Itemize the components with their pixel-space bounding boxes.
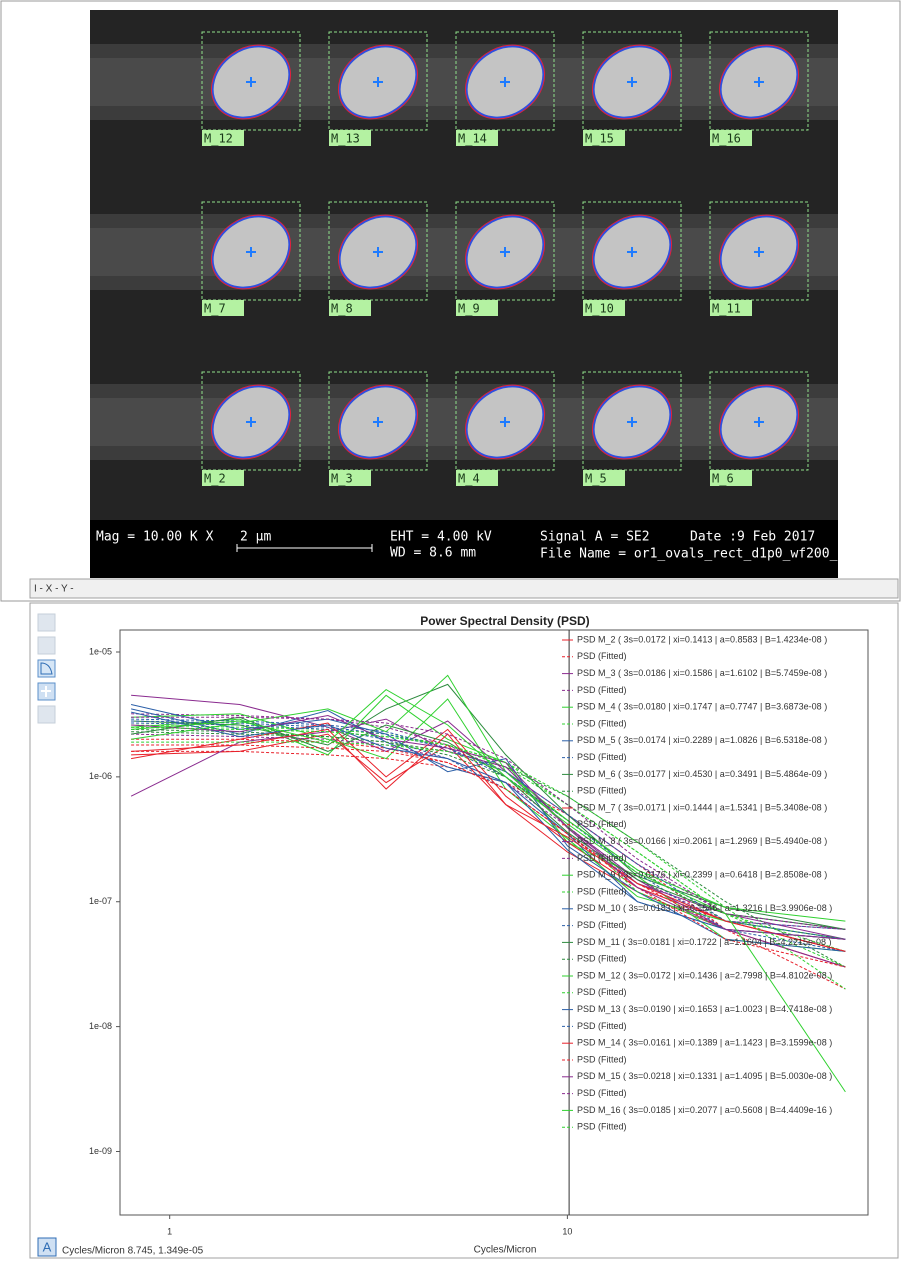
legend-entry: PSD (Fitted) xyxy=(577,1021,627,1031)
roi-label: M_4 xyxy=(458,472,480,486)
x-axis-label: Cycles/Micron xyxy=(474,1245,537,1256)
tool-button[interactable] xyxy=(38,614,55,631)
roi-label: M_8 xyxy=(331,302,353,316)
roi-label: M_10 xyxy=(585,302,614,316)
legend-entry: PSD (Fitted) xyxy=(577,853,627,863)
info-text: 2 µm xyxy=(240,530,271,545)
roi-label: M_11 xyxy=(712,302,741,316)
roi-label: M_16 xyxy=(712,132,741,146)
legend-entry: PSD M_5 ( 3s=0.0174 | xi=0.2289 | a=1.08… xyxy=(577,735,827,745)
info-text: Mag = 10.00 K X xyxy=(96,530,214,545)
y-tick-label: 1e-09 xyxy=(89,1146,112,1156)
roi-label: M_7 xyxy=(204,302,226,316)
info-text: WD = 8.6 mm xyxy=(390,546,476,561)
roi-label: M_13 xyxy=(331,132,360,146)
roi-label: M_9 xyxy=(458,302,480,316)
roi-label: M_6 xyxy=(712,472,734,486)
legend-entry: PSD (Fitted) xyxy=(577,752,627,762)
legend-entry: PSD (Fitted) xyxy=(577,685,627,695)
roi-label: M_15 xyxy=(585,132,614,146)
legend-entry: PSD M_3 ( 3s=0.0186 | xi=0.1586 | a=1.61… xyxy=(577,668,827,678)
psd-chart: Power Spectral Density (PSD) 1e-09 1e-08 1e… xyxy=(89,614,868,1255)
info-text: Date :9 Feb 2017 xyxy=(690,530,815,545)
legend-entry: PSD (Fitted) xyxy=(577,954,627,964)
roi-label: M_3 xyxy=(331,472,353,486)
roi-label: M_12 xyxy=(204,132,233,146)
legend-entry: PSD M_15 ( 3s=0.0218 | xi=0.1331 | a=1.4… xyxy=(577,1071,832,1081)
legend-entry: PSD M_2 ( 3s=0.0172 | xi=0.1413 | a=0.85… xyxy=(577,634,827,644)
info-text: EHT = 4.00 kV xyxy=(390,530,492,545)
cursor-readout: Cycles/Micron 8.745, 1.349e-05 xyxy=(62,1246,204,1257)
legend-entry: PSD M_16 ( 3s=0.0185 | xi=0.2077 | a=0.5… xyxy=(577,1105,832,1115)
legend-entry: PSD M_9 ( 3s=0.0176 | xi=0.2399 | a=0.64… xyxy=(577,870,827,880)
tool-button[interactable] xyxy=(38,706,55,723)
legend-entry: PSD M_11 ( 3s=0.0181 | xi=0.1722 | a=1.1… xyxy=(577,937,832,947)
y-tick-label: 1e-08 xyxy=(89,1021,112,1031)
legend-entry: PSD M_6 ( 3s=0.0177 | xi=0.4530 | a=0.34… xyxy=(577,769,827,779)
legend-entry: PSD M_8 ( 3s=0.0166 | xi=0.2061 | a=1.29… xyxy=(577,836,827,846)
legend-entry: PSD M_10 ( 3s=0.0183 | xi=0.1546 | a=1.3… xyxy=(577,903,832,913)
legend-entry: PSD (Fitted) xyxy=(577,920,627,930)
sem-image: M_12 M_13 M_14 M_15 M_16 M_7 M_8 M_9 M_10 M_11 M_2… xyxy=(90,10,838,578)
legend-entry: PSD M_7 ( 3s=0.0171 | xi=0.1444 | a=1.53… xyxy=(577,802,827,812)
legend-entry: PSD M_12 ( 3s=0.0172 | xi=0.1436 | a=2.7… xyxy=(577,970,832,980)
chart-title: Power Spectral Density (PSD) xyxy=(420,614,589,628)
roi-label: M_5 xyxy=(585,472,607,486)
tool-button[interactable] xyxy=(38,637,55,654)
roi-label: M_2 xyxy=(204,472,226,486)
legend-entry: PSD M_4 ( 3s=0.0180 | xi=0.1747 | a=0.77… xyxy=(577,702,827,712)
status-text: I - X - Y - xyxy=(34,584,74,595)
legend-entry: PSD (Fitted) xyxy=(577,1054,627,1064)
info-text: Signal A = SE2 xyxy=(540,530,650,545)
status-bar xyxy=(30,579,898,598)
info-text: File Name = or1_ovals_rect_d1p0_wf200_ xyxy=(540,547,838,562)
y-tick-label: 1e-05 xyxy=(89,646,112,656)
legend-entry: PSD (Fitted) xyxy=(577,886,627,896)
x-tick-label: 10 xyxy=(562,1226,572,1236)
legend-entry: PSD (Fitted) xyxy=(577,786,627,796)
legend-entry: PSD (Fitted) xyxy=(577,651,627,661)
legend-entry: PSD (Fitted) xyxy=(577,987,627,997)
screen: M_12 M_13 M_14 M_15 M_16 M_7 M_8 M_9 M_10 M_11 M_2… xyxy=(0,0,902,1260)
x-tick-label: 1 xyxy=(167,1226,172,1236)
y-tick-label: 1e-06 xyxy=(89,771,112,781)
cursor-tool-icon: A xyxy=(43,1239,52,1254)
legend-entry: PSD (Fitted) xyxy=(577,718,627,728)
y-tick-label: 1e-07 xyxy=(89,896,112,906)
toolbar xyxy=(38,614,55,723)
legend-entry: PSD M_13 ( 3s=0.0190 | xi=0.1653 | a=1.0… xyxy=(577,1004,832,1014)
legend-entry: PSD M_14 ( 3s=0.0161 | xi=0.1389 | a=1.1… xyxy=(577,1038,832,1048)
legend-entry: PSD (Fitted) xyxy=(577,819,627,829)
legend-entry: PSD (Fitted) xyxy=(577,1122,627,1132)
roi-label: M_14 xyxy=(458,132,487,146)
legend-entry: PSD (Fitted) xyxy=(577,1088,627,1098)
